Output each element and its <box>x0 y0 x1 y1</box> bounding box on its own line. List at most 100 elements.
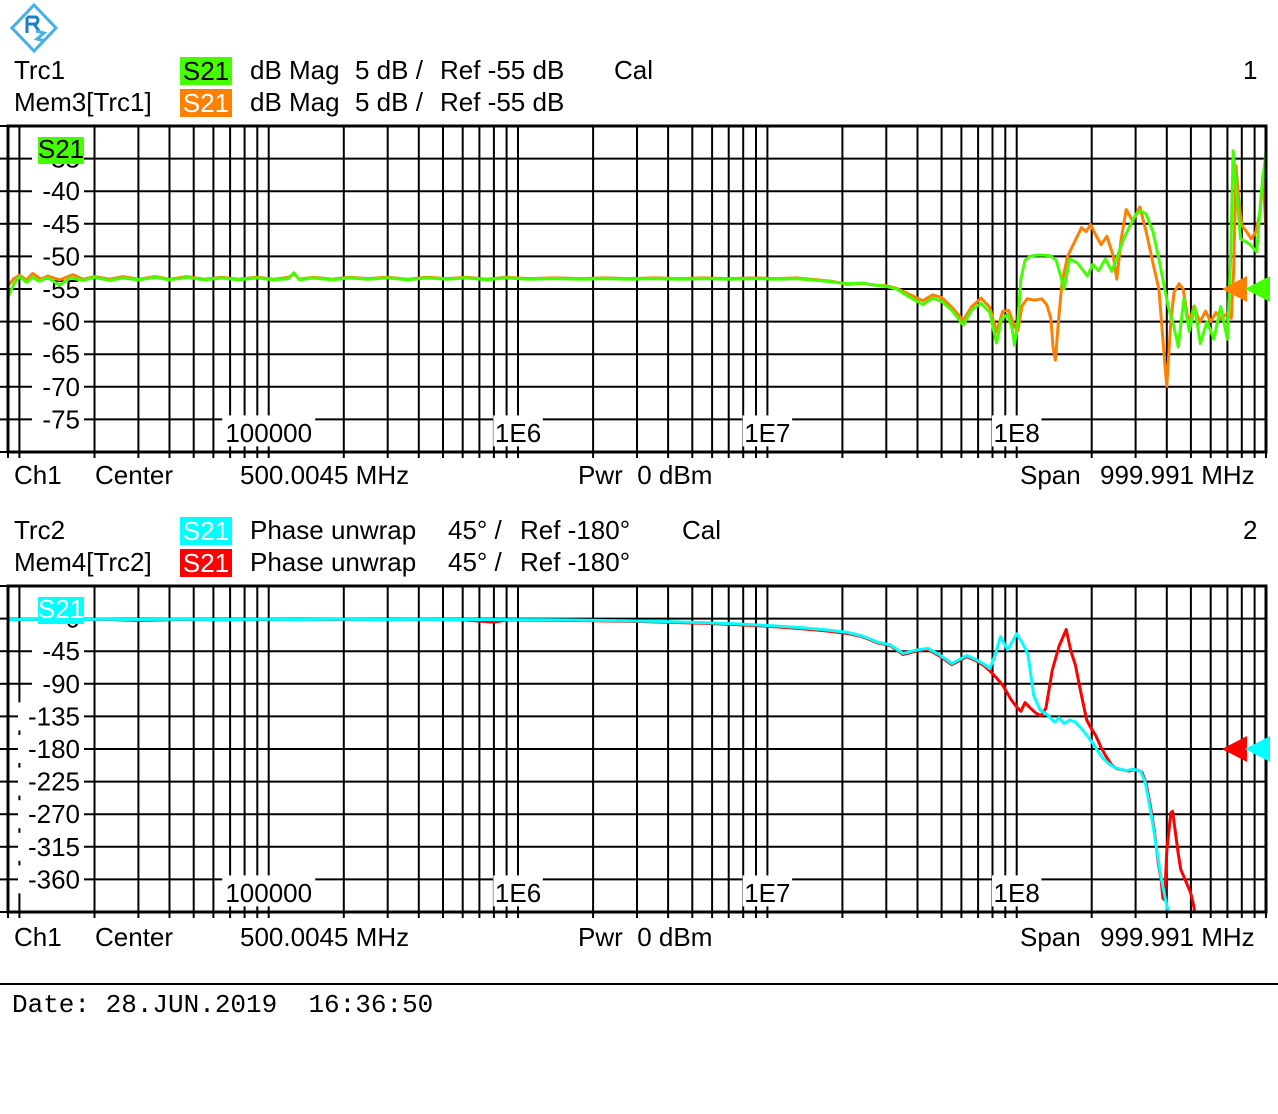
chart-s21-badge-bg[interactable] <box>38 137 84 164</box>
chart-s21-badge-label: S21 <box>38 594 84 624</box>
y-label-bg <box>32 242 84 271</box>
channel-label: Ch1 <box>14 922 62 952</box>
chart-2[interactable]: 0-45-90-135-180-225-270-315-3601000001E6… <box>0 584 1270 919</box>
trace2-header-row[interactable]: Trc2 S21 Phase unwrap 45° / Ref -180° Ca… <box>0 515 1278 545</box>
mem4-s21-badge[interactable]: S21 <box>180 549 232 577</box>
trace1-scale: 5 dB / <box>355 55 423 85</box>
trace1-cal-flag: Cal <box>614 55 654 85</box>
chart-s21-badge-label: S21 <box>38 134 84 164</box>
mem4-scale: 45° / <box>448 547 502 577</box>
mem3-header-row[interactable]: Mem3[Trc1] S21 dB Mag 5 dB / Ref -55 dB <box>0 87 1278 117</box>
date-time-stamp: Date: 28.JUN.2019 16:36:50 <box>12 990 434 1020</box>
y-label-bg <box>18 865 84 894</box>
trace1-header-row[interactable]: Trc1 S21 dB Mag 5 dB / Ref -55 dB Cal 1 <box>0 55 1278 85</box>
y-label-bg <box>32 405 84 434</box>
channel-label: Ch1 <box>14 460 62 490</box>
ref-level-arrow-icon[interactable] <box>1222 736 1247 762</box>
logo-diamond-outline <box>10 3 58 53</box>
trace2-cal-flag: Cal <box>682 515 722 545</box>
span-label[interactable]: Span <box>1020 460 1081 490</box>
power-value[interactable]: Pwr 0 dBm <box>578 460 713 490</box>
y-axis-label: -70 <box>42 372 80 402</box>
ref-level-arrow-icon[interactable] <box>1245 736 1270 762</box>
chart-s21-badge-bg[interactable] <box>38 597 84 624</box>
mem3-ref: Ref -55 dB <box>440 87 565 117</box>
y-label-bg <box>32 372 84 401</box>
chart1-number: 1 <box>1243 55 1258 85</box>
mem3-scale: 5 dB / <box>355 87 423 117</box>
x-axis-label: 1E6 <box>495 878 541 908</box>
y-label-bg <box>32 669 84 698</box>
x-axis-label: 1E8 <box>994 878 1040 908</box>
trace1-label[interactable]: Trc1 <box>14 55 66 85</box>
x-axis-label: 1E6 <box>495 418 541 448</box>
y-axis-label: -135 <box>28 701 80 731</box>
ref-level-arrow-icon[interactable] <box>1245 276 1270 302</box>
y-label-bg <box>32 177 84 206</box>
y-label-bg <box>32 307 84 336</box>
x-label-bg <box>991 875 1042 907</box>
channel-status-bar-2: Ch1 Center 500.0045 MHz Pwr 0 dBm Span 9… <box>0 924 1278 951</box>
x-label-bg <box>493 415 543 447</box>
y-label-bg <box>32 637 84 666</box>
y-axis-label: -45 <box>42 209 80 239</box>
y-label-bg <box>32 209 84 238</box>
span-label[interactable]: Span <box>1020 922 1081 952</box>
y-axis-label: -75 <box>42 404 80 434</box>
trace1-ref: Ref -55 dB <box>440 55 565 85</box>
trace2-ref: Ref -180° <box>520 515 631 545</box>
y-axis-label: -315 <box>28 832 80 862</box>
y-label-bg <box>18 702 84 731</box>
y-axis-label: -180 <box>28 734 80 764</box>
power-value[interactable]: Pwr 0 dBm <box>578 922 713 952</box>
trace2-label[interactable]: Trc2 <box>14 515 66 545</box>
x-axis-label: 1E7 <box>744 418 790 448</box>
x-axis-label: 100000 <box>225 418 312 448</box>
x-axis-label: 1E7 <box>744 878 790 908</box>
center-label[interactable]: Center <box>95 922 174 952</box>
trace2-scale: 45° / <box>448 515 502 545</box>
x-axis-label: 1E8 <box>994 418 1040 448</box>
x-label-bg <box>493 875 543 907</box>
x-axis-label: 100000 <box>225 878 312 908</box>
mem4-header-row[interactable]: Mem4[Trc2] S21 Phase unwrap 45° / Ref -1… <box>0 547 1278 577</box>
y-label-bg <box>18 767 84 796</box>
trace-Trc2-S21 <box>8 617 1170 912</box>
mem3-format: dB Mag <box>250 87 340 117</box>
channel-status-bar-1: Ch1 Center 500.0045 MHz Pwr 0 dBm Span 9… <box>0 462 1278 489</box>
mem3-label[interactable]: Mem3[Trc1] <box>14 87 152 117</box>
y-axis-label: -225 <box>28 767 80 797</box>
y-label-bg <box>18 800 84 829</box>
logo-letter-s <box>33 29 48 43</box>
span-value[interactable]: 999.991 MHz <box>1100 922 1255 952</box>
trace1-s21-badge[interactable]: S21 <box>180 57 232 85</box>
x-label-bg <box>222 415 316 447</box>
trace-Trc1-S21 <box>8 149 1266 349</box>
mem4-label[interactable]: Mem4[Trc2] <box>14 547 152 577</box>
x-label-bg <box>742 875 793 907</box>
footer-divider <box>0 983 1278 985</box>
trace2-s21-badge[interactable]: S21 <box>180 517 232 545</box>
y-axis-label: -50 <box>42 241 80 271</box>
trace1-format: dB Mag <box>250 55 340 85</box>
chart-1[interactable]: -35-40-45-50-55-60-65-70-751000001E61E71… <box>0 124 1270 458</box>
chart2-number: 2 <box>1243 515 1258 545</box>
y-axis-label: -90 <box>42 669 80 699</box>
ref-level-arrow-icon[interactable] <box>1222 276 1247 302</box>
mem3-s21-badge[interactable]: S21 <box>180 89 232 117</box>
rohde-schwarz-logo <box>10 3 58 53</box>
y-axis-label: -270 <box>28 799 80 829</box>
mem4-format: Phase unwrap <box>250 547 417 577</box>
y-axis-label: -360 <box>28 864 80 894</box>
y-axis-label: -45 <box>42 636 80 666</box>
center-value[interactable]: 500.0045 MHz <box>240 460 410 490</box>
y-label-bg <box>32 340 84 369</box>
span-value[interactable]: 999.991 MHz <box>1100 460 1255 490</box>
y-label-bg <box>18 735 84 763</box>
x-label-bg <box>222 875 316 907</box>
y-label-bg <box>18 832 84 861</box>
center-value[interactable]: 500.0045 MHz <box>240 922 410 952</box>
charts-canvas[interactable]: -35-40-45-50-55-60-65-70-751000001E61E71… <box>0 0 1278 1052</box>
x-label-bg <box>991 415 1042 447</box>
center-label[interactable]: Center <box>95 460 174 490</box>
